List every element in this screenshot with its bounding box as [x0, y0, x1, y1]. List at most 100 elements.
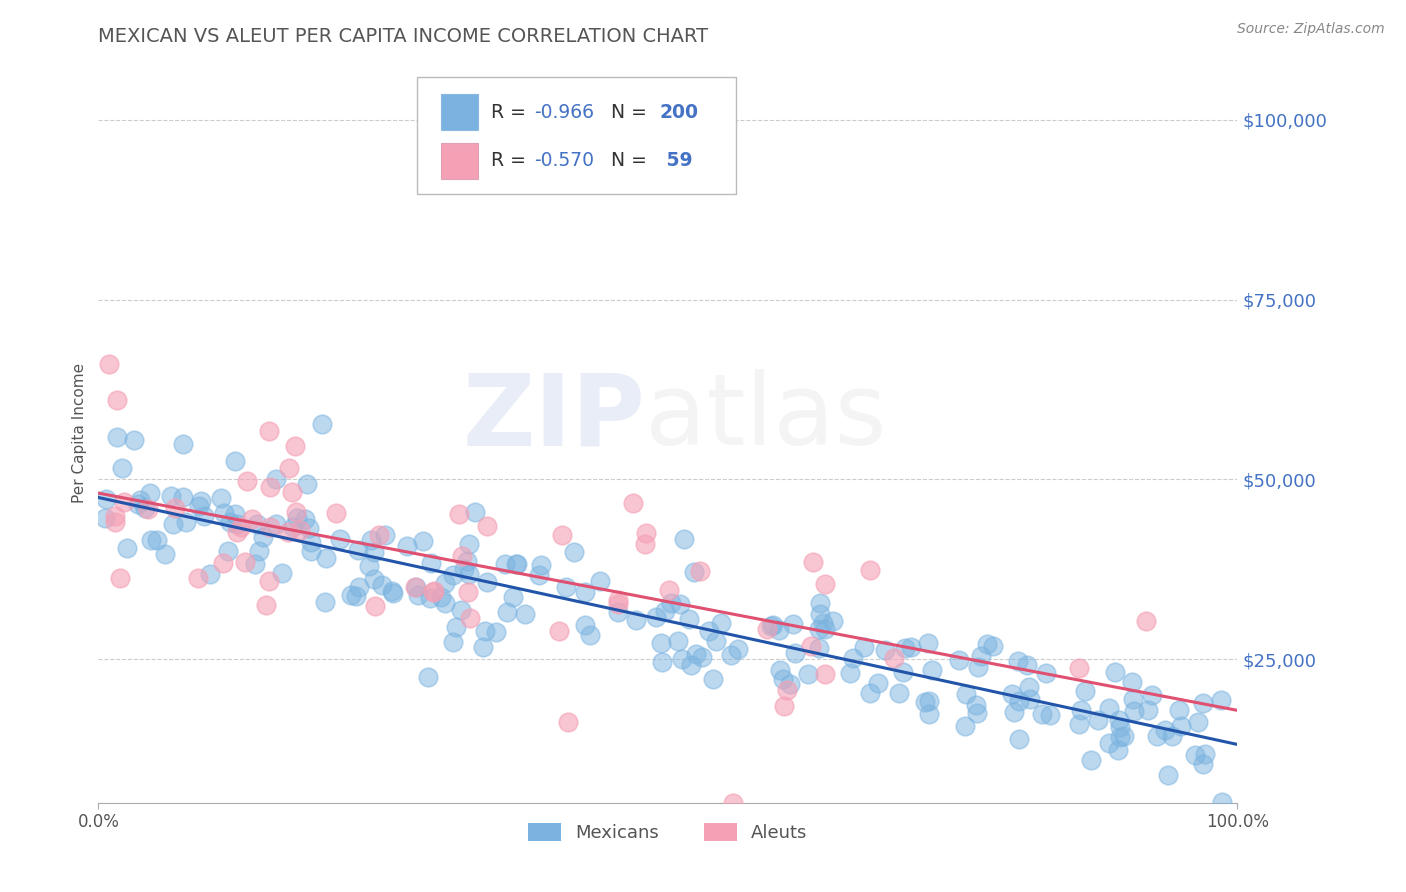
- Point: [1018, 680, 1040, 694]
- Point: [433, 576, 456, 591]
- Point: [797, 667, 820, 681]
- Point: [530, 558, 553, 572]
- Point: [785, 646, 807, 660]
- Point: [706, 634, 728, 648]
- Point: [347, 580, 370, 594]
- Point: [314, 594, 336, 608]
- Point: [554, 580, 576, 594]
- Point: [966, 706, 988, 720]
- Point: [506, 557, 529, 571]
- Point: [685, 647, 707, 661]
- Point: [768, 624, 790, 638]
- Point: [502, 590, 524, 604]
- Point: [188, 499, 211, 513]
- Point: [1039, 708, 1062, 723]
- Point: [808, 607, 831, 621]
- Point: [866, 675, 889, 690]
- Point: [114, 494, 136, 508]
- Point: [360, 533, 382, 547]
- Point: [209, 491, 232, 505]
- Point: [893, 665, 915, 679]
- Point: [1192, 757, 1215, 772]
- Point: [458, 537, 481, 551]
- Point: [457, 567, 479, 582]
- Point: [654, 604, 676, 618]
- Point: [900, 640, 922, 655]
- Point: [550, 528, 572, 542]
- Point: [122, 433, 145, 447]
- Point: [1031, 706, 1053, 721]
- Point: [917, 636, 939, 650]
- Text: N =: N =: [610, 152, 652, 170]
- Point: [808, 641, 831, 656]
- Point: [212, 556, 235, 570]
- Point: [299, 543, 322, 558]
- Point: [329, 533, 352, 547]
- Point: [697, 624, 720, 639]
- Point: [162, 516, 184, 531]
- Point: [485, 624, 508, 639]
- Point: [1194, 747, 1216, 762]
- Point: [172, 437, 194, 451]
- Point: [1184, 748, 1206, 763]
- Point: [284, 439, 307, 453]
- Point: [1123, 704, 1146, 718]
- Point: [678, 612, 700, 626]
- Point: [606, 605, 628, 619]
- FancyBboxPatch shape: [441, 95, 478, 130]
- Point: [1098, 700, 1121, 714]
- Point: [217, 543, 239, 558]
- Point: [772, 673, 794, 687]
- Point: [813, 666, 835, 681]
- Point: [420, 557, 443, 571]
- Point: [240, 512, 263, 526]
- Point: [842, 650, 865, 665]
- Point: [190, 494, 212, 508]
- Point: [187, 571, 209, 585]
- Point: [1137, 702, 1160, 716]
- Point: [1019, 691, 1042, 706]
- Point: [965, 698, 987, 712]
- Point: [457, 584, 479, 599]
- Point: [651, 655, 673, 669]
- Point: [769, 663, 792, 677]
- Point: [917, 706, 939, 721]
- Point: [852, 640, 875, 655]
- Point: [634, 537, 657, 551]
- Point: [298, 521, 321, 535]
- Point: [1109, 730, 1132, 744]
- Point: [1157, 768, 1180, 782]
- Point: [257, 574, 280, 588]
- Point: [1135, 614, 1157, 628]
- Point: [404, 580, 426, 594]
- Point: [689, 564, 711, 578]
- Point: [1168, 703, 1191, 717]
- Text: 59: 59: [659, 152, 693, 170]
- Point: [1035, 666, 1057, 681]
- Point: [434, 596, 457, 610]
- Point: [297, 477, 319, 491]
- Point: [138, 502, 160, 516]
- Point: [174, 515, 197, 529]
- Text: 200: 200: [659, 103, 699, 121]
- Point: [1001, 687, 1024, 701]
- Point: [1070, 703, 1092, 717]
- Point: [1002, 705, 1025, 719]
- Point: [315, 551, 337, 566]
- Point: [477, 519, 499, 533]
- Point: [229, 520, 252, 534]
- Point: [513, 607, 536, 622]
- Text: MEXICAN VS ALEUT PER CAPITA INCOME CORRELATION CHART: MEXICAN VS ALEUT PER CAPITA INCOME CORRE…: [98, 27, 709, 45]
- Point: [357, 559, 380, 574]
- Point: [679, 657, 702, 672]
- Point: [311, 417, 333, 432]
- Point: [557, 714, 579, 729]
- Point: [547, 624, 569, 638]
- Point: [1140, 689, 1163, 703]
- Point: [921, 663, 943, 677]
- Point: [505, 557, 527, 571]
- Point: [801, 555, 824, 569]
- Point: [247, 544, 270, 558]
- Point: [671, 651, 693, 665]
- Point: [495, 605, 517, 619]
